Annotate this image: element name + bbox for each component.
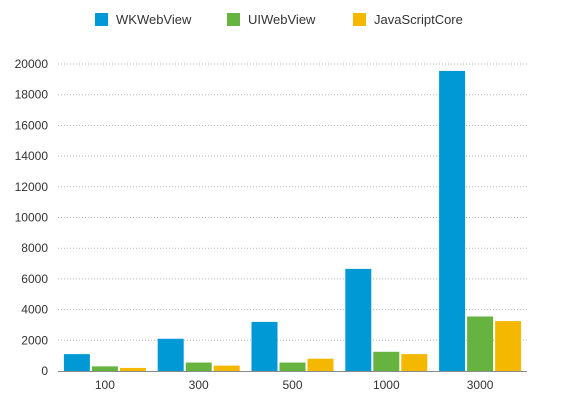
bar-uiwebview-100 [92,366,118,371]
bar-wkwebview-500 [252,322,278,371]
y-tick-label-14000: 14000 [15,149,49,163]
y-tick-label-20000: 20000 [15,57,49,71]
x-tick-label-3000: 3000 [467,378,494,392]
y-tick-label-18000: 18000 [15,88,49,102]
y-tick-label-8000: 8000 [21,241,48,255]
x-tick-label-300: 300 [189,378,209,392]
bar-javascriptcore-1000 [401,354,427,371]
y-tick-label-6000: 6000 [21,272,48,286]
bar-wkwebview-1000 [345,269,371,371]
y-tick-label-12000: 12000 [15,180,49,194]
bar-wkwebview-100 [64,354,90,371]
bar-wkwebview-300 [158,339,184,371]
bar-javascriptcore-3000 [495,321,521,371]
bar-javascriptcore-100 [120,368,146,371]
x-tick-label-500: 500 [282,378,302,392]
y-tick-label-0: 0 [41,364,48,378]
bar-uiwebview-300 [186,363,212,371]
y-tick-label-2000: 2000 [21,333,48,347]
y-tick-label-4000: 4000 [21,303,48,317]
y-tick-label-10000: 10000 [15,211,49,225]
bar-uiwebview-1000 [373,352,399,371]
x-tick-label-100: 100 [95,378,115,392]
bar-javascriptcore-300 [214,366,240,371]
y-tick-label-16000: 16000 [15,118,49,132]
bar-uiwebview-500 [280,363,306,371]
bar-uiwebview-3000 [467,317,493,371]
bar-javascriptcore-500 [308,359,334,371]
bar-wkwebview-3000 [439,71,465,371]
x-tick-label-1000: 1000 [373,378,400,392]
